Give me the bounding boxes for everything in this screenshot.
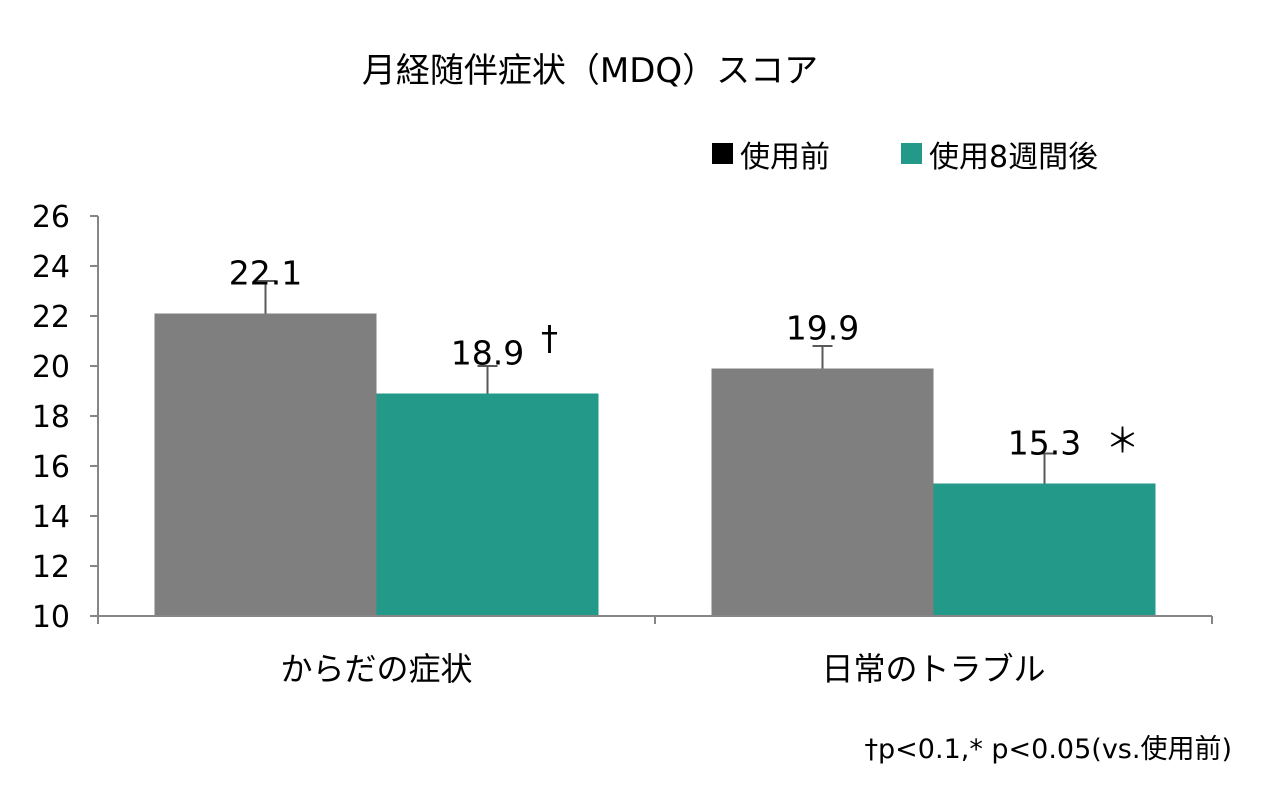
y-tick-label: 18 [32, 400, 70, 435]
legend-swatch-before [712, 143, 733, 164]
legend-label-after: 使用8週間後 [929, 140, 1098, 175]
value-label: 15.3 [1008, 424, 1081, 463]
legend: 使用前 使用8週間後 [712, 140, 1098, 175]
y-tick-label: 26 [32, 200, 70, 235]
significance-mark: ＊ [1106, 422, 1140, 462]
bar [154, 313, 377, 616]
y-tick-label: 12 [32, 550, 70, 585]
bar [711, 368, 934, 616]
y-tick-label: 14 [32, 500, 70, 535]
x-axis: からだの症状 日常のトラブル [97, 615, 1213, 688]
chart-title: 月経随伴症状（MDQ）スコア [362, 51, 818, 91]
y-axis: 10 12 14 16 18 20 22 24 26 [32, 200, 99, 635]
legend-label-before: 使用前 [740, 140, 830, 175]
footnote: †p<0.1,* p<0.05(vs.使用前) [865, 734, 1232, 765]
significance-mark: † [541, 319, 558, 359]
value-label: 22.1 [229, 254, 302, 293]
category-label: 日常のトラブル [821, 650, 1045, 688]
y-tick-label: 20 [32, 350, 70, 385]
bar [933, 483, 1156, 616]
bars: 22.1 18.9 † 19.9 15.3 ＊ [154, 254, 1156, 616]
value-label: 19.9 [786, 309, 859, 348]
y-tick-label: 10 [32, 600, 70, 635]
y-tick-label: 22 [32, 300, 70, 335]
bar [376, 393, 599, 616]
value-label: 18.9 [451, 334, 524, 373]
y-tick-label: 24 [32, 250, 70, 285]
category-label: からだの症状 [280, 650, 472, 688]
y-tick-label: 16 [32, 450, 70, 485]
legend-swatch-after [901, 143, 922, 164]
